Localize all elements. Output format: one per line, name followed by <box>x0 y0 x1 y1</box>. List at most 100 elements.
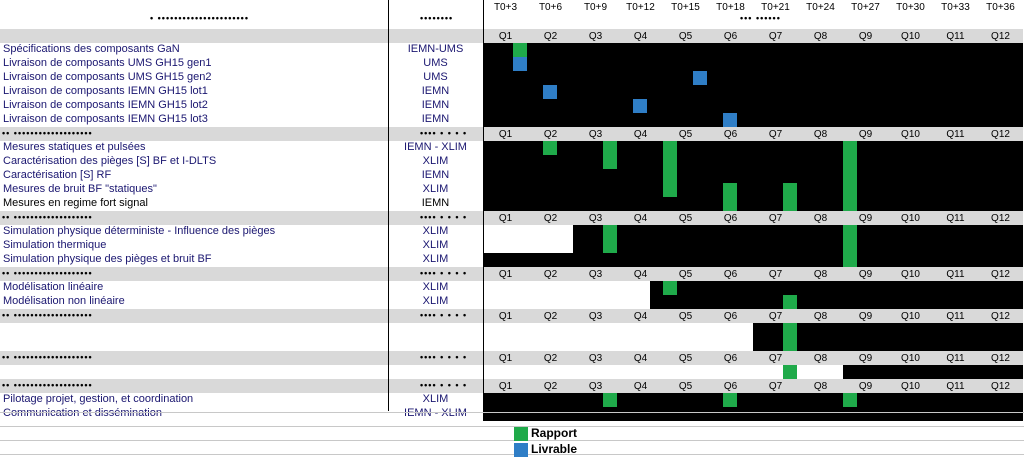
section-header-row <box>0 29 483 43</box>
quarter-label: Q2 <box>543 213 558 224</box>
section-title-dots: •••• • • • • <box>420 212 468 222</box>
rapport-marker <box>783 323 797 337</box>
task-label <box>0 337 388 351</box>
task-partner: IEMN <box>421 169 450 181</box>
quarter-label: Q11 <box>946 311 965 322</box>
quarter-label: Q4 <box>633 353 648 364</box>
quarter-label: Q3 <box>588 31 603 42</box>
quarter-label: Q1 <box>498 213 513 224</box>
quarter-label: Q6 <box>723 213 738 224</box>
quarter-label: Q3 <box>588 353 603 364</box>
quarter-label: Q12 <box>991 213 1010 224</box>
rapport-marker <box>783 183 797 197</box>
task-partner: XLIM <box>422 295 449 307</box>
quarter-label: Q12 <box>991 31 1010 42</box>
task-partner: XLIM <box>422 225 449 237</box>
task-bar <box>649 281 1023 295</box>
legend-label: Livrable <box>531 442 578 456</box>
quarter-label: Q3 <box>588 269 603 280</box>
rapport-marker <box>663 169 677 183</box>
quarter-label: Q6 <box>723 129 738 140</box>
task-bar <box>483 113 1023 127</box>
section-title-dots: •••• • • • • <box>420 128 468 138</box>
tick-label: T0+33 <box>941 2 970 13</box>
section-header-row <box>0 211 483 225</box>
tick-label: T0+21 <box>761 2 790 13</box>
quarter-label: Q11 <box>946 31 965 42</box>
rapport-marker <box>843 253 857 267</box>
quarter-label: Q7 <box>768 213 783 224</box>
section-header-row <box>0 309 483 323</box>
task-bar <box>483 155 1023 169</box>
quarter-header-row <box>483 309 1023 323</box>
section-title-dots: •• ••••••••••••••••••• <box>2 212 93 222</box>
quarter-label: Q5 <box>678 129 693 140</box>
section-header-row <box>0 267 483 281</box>
task-bar <box>573 239 1023 253</box>
quarter-label: Q1 <box>498 269 513 280</box>
task-partner: XLIM <box>422 183 449 195</box>
section-title-dots: •• ••••••••••••••••••• <box>2 268 93 278</box>
task-label: Mesures de bruit BF "statiques" <box>3 183 157 195</box>
task-label: Mesures statiques et pulsées <box>3 141 146 153</box>
quarter-header-row <box>483 127 1023 141</box>
quarter-label: Q2 <box>543 381 558 392</box>
task-bar <box>483 253 1023 267</box>
quarter-label: Q6 <box>723 269 738 280</box>
section-header-row <box>0 351 483 365</box>
quarter-label: Q9 <box>858 269 873 280</box>
rapport-marker <box>843 393 857 407</box>
task-label: Mesures en regime fort signal <box>3 197 148 209</box>
task-partner: UMS <box>423 57 448 69</box>
quarter-label: Q7 <box>768 129 783 140</box>
quarter-label: Q9 <box>858 31 873 42</box>
quarter-label: Q3 <box>588 381 603 392</box>
quarter-label: Q12 <box>991 311 1010 322</box>
legend-swatch <box>514 443 528 457</box>
rapport-marker <box>603 141 617 155</box>
task-bar <box>483 141 1023 155</box>
quarter-label: Q10 <box>901 31 920 42</box>
quarter-label: Q6 <box>723 353 738 364</box>
quarter-label: Q5 <box>678 353 693 364</box>
task-bar <box>483 393 1023 407</box>
task-label: Pilotage projet, gestion, et coordinatio… <box>3 393 194 405</box>
rapport-marker <box>513 43 527 57</box>
task-label: Simulation thermique <box>3 239 107 251</box>
task-partner: XLIM <box>422 155 449 167</box>
quarter-label: Q3 <box>588 213 603 224</box>
quarter-label: Q5 <box>678 381 693 392</box>
rapport-marker <box>603 239 617 253</box>
rapport-marker <box>543 141 557 155</box>
quarter-label: Q10 <box>901 129 920 140</box>
grid-line <box>0 412 1024 413</box>
quarter-label: Q5 <box>678 269 693 280</box>
rapport-marker <box>843 155 857 169</box>
quarter-label: Q2 <box>543 129 558 140</box>
quarter-label: Q4 <box>633 311 648 322</box>
task-bar <box>483 99 1023 113</box>
task-partner: XLIM <box>422 239 449 251</box>
quarter-label: Q10 <box>901 353 920 364</box>
quarter-label: Q8 <box>813 31 828 42</box>
quarter-label: Q3 <box>588 129 603 140</box>
task-label <box>0 365 388 379</box>
livrable-marker <box>693 71 707 85</box>
column-divider <box>388 0 389 411</box>
rapport-marker <box>783 365 797 379</box>
quarter-label: Q4 <box>633 31 648 42</box>
tick-label: T0+30 <box>896 2 925 13</box>
section-title-dots: •• ••••••••••••••••••• <box>2 310 93 320</box>
quarter-label: Q8 <box>813 129 828 140</box>
rapport-marker <box>843 239 857 253</box>
section-header-row <box>0 379 483 393</box>
quarter-header-row <box>483 267 1023 281</box>
tick-label: T0+15 <box>671 2 700 13</box>
quarter-label: Q2 <box>543 269 558 280</box>
quarter-label: Q4 <box>633 269 648 280</box>
task-label <box>0 323 388 337</box>
task-label: Simulation physique des pièges et bruit … <box>3 253 212 265</box>
task-partner: UMS <box>423 71 448 83</box>
rapport-marker <box>603 225 617 239</box>
